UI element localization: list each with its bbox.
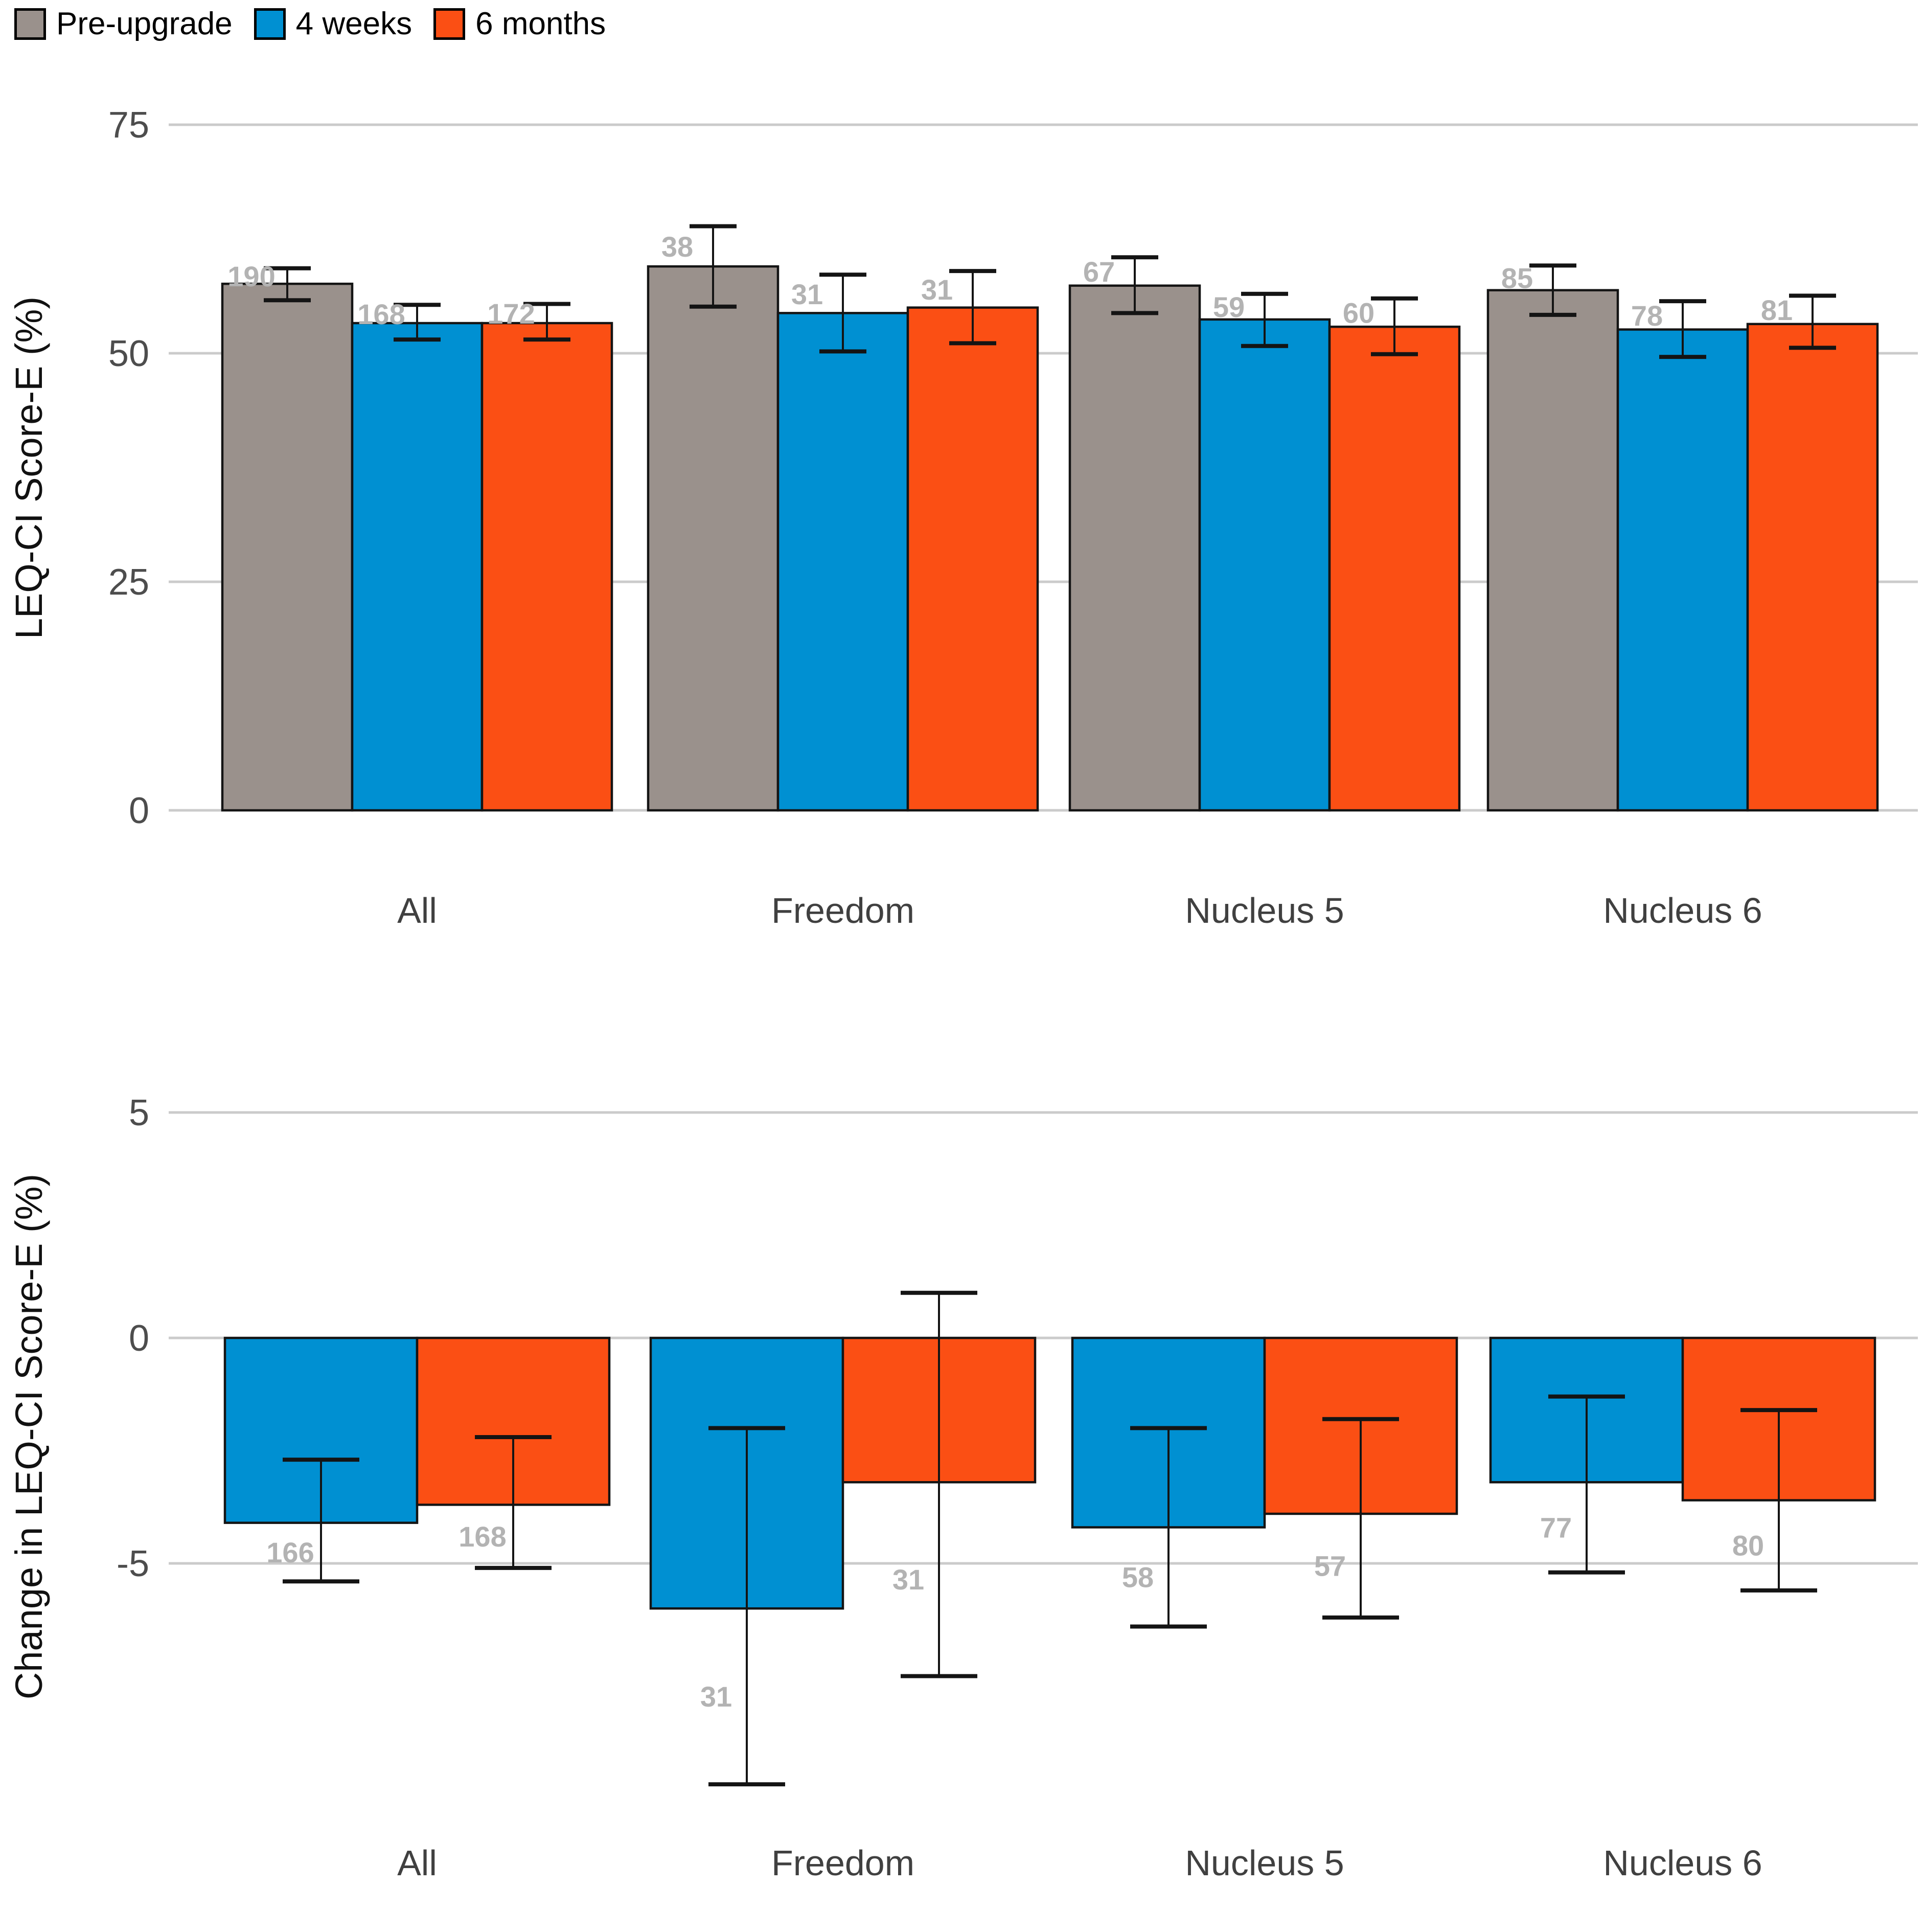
legend-swatch-pre-upgrade [14, 8, 46, 40]
bar-nucleus-5-4-weeks [1198, 318, 1331, 812]
n-label-nucleus-6-4-weeks: 78 [1631, 300, 1663, 332]
bar-nucleus-6-pre-upgrade [1486, 289, 1619, 812]
n-label-nucleus-6-6-months: 80 [1732, 1530, 1764, 1562]
bottom-chart: -5 0 5 All Freedom Nucleus 5 Nucleus 6 166 31 58 7… [117, 1093, 1918, 1883]
legend-item-pre-upgrade: Pre-upgrade [14, 8, 233, 40]
x-category-label-freedom: Freedom [771, 891, 914, 930]
bar-freedom-pre-upgrade [647, 265, 780, 812]
n-label-freedom-4-weeks: 31 [791, 278, 823, 310]
bottom-y-axis-title: Change in LEQ-CI Score-E (%) [8, 1174, 50, 1699]
n-label-nucleus-5-6-months: 57 [1314, 1550, 1346, 1582]
bar-freedom-6-months [906, 306, 1039, 812]
bar-nucleus-5-6-months [1328, 325, 1461, 812]
n-label-freedom-6-months: 31 [892, 1563, 924, 1596]
n-label-nucleus-5-6-months: 60 [1343, 297, 1374, 329]
y-tick-label-75: 75 [108, 105, 149, 146]
x-category-label-nucleus-6: Nucleus 6 [1603, 891, 1762, 930]
legend-swatch-4-weeks [254, 8, 286, 40]
bar-nucleus-5-pre-upgrade [1068, 284, 1201, 812]
n-label-nucleus-6-pre-upgrade: 85 [1501, 262, 1533, 294]
y-tick-label-5: 5 [129, 1093, 149, 1133]
x-category-label-all: All [397, 1843, 437, 1883]
x-category-label-all: All [397, 891, 437, 930]
bar-all-6-months [416, 1336, 611, 1506]
y-tick-label-0: 0 [129, 1318, 149, 1359]
top-y-axis-title: LEQ-CI Score-E (%) [8, 297, 50, 639]
n-label-nucleus-5-4-weeks: 59 [1213, 291, 1245, 323]
x-category-label-nucleus-5: Nucleus 5 [1185, 1843, 1344, 1883]
legend-item-6-months: 6 months [433, 8, 606, 40]
n-label-all-4-weeks: 166 [266, 1536, 314, 1569]
n-label-nucleus-5-pre-upgrade: 67 [1083, 256, 1115, 288]
top-chart: 0 25 50 75 All Freedom Nucleus 5 Nucleus 6 190 38… [108, 105, 1918, 930]
x-category-label-freedom: Freedom [771, 1843, 914, 1883]
legend-label-6-months: 6 months [475, 6, 606, 41]
n-label-nucleus-6-4-weeks: 77 [1540, 1511, 1572, 1543]
n-label-freedom-pre-upgrade: 38 [661, 231, 693, 263]
y-tick-label-0: 0 [129, 790, 149, 831]
n-label-nucleus-5-4-weeks: 58 [1122, 1561, 1154, 1593]
n-label-freedom-6-months: 31 [921, 274, 953, 306]
bar-nucleus-6-6-months [1746, 323, 1879, 812]
x-category-label-nucleus-5: Nucleus 5 [1185, 891, 1344, 930]
n-label-all-6-months: 172 [487, 298, 535, 330]
y-tick-label-25: 25 [108, 562, 149, 603]
legend-label-4-weeks: 4 weeks [295, 6, 413, 41]
legend-label-pre-upgrade: Pre-upgrade [56, 6, 233, 41]
bar-nucleus-6-4-weeks [1616, 328, 1749, 812]
bar-freedom-4-weeks [776, 312, 909, 812]
legend-item-4-weeks: 4 weeks [254, 8, 412, 40]
bar-all-6-months [480, 322, 613, 812]
n-label-all-pre-upgrade: 190 [227, 260, 275, 292]
n-label-freedom-4-weeks: 31 [700, 1680, 732, 1713]
x-category-label-nucleus-6: Nucleus 6 [1603, 1843, 1762, 1883]
n-label-nucleus-6-6-months: 81 [1761, 294, 1793, 326]
y-tick-label--5: -5 [117, 1543, 149, 1584]
n-label-all-6-months: 168 [459, 1520, 506, 1553]
legend-swatch-6-months [433, 8, 466, 40]
bar-all-4-weeks [351, 322, 484, 812]
y-tick-label-50: 50 [108, 333, 149, 374]
legend: Pre-upgrade 4 weeks 6 months [14, 8, 606, 40]
n-label-all-4-weeks: 168 [357, 298, 405, 330]
bar-all-pre-upgrade [221, 282, 354, 812]
